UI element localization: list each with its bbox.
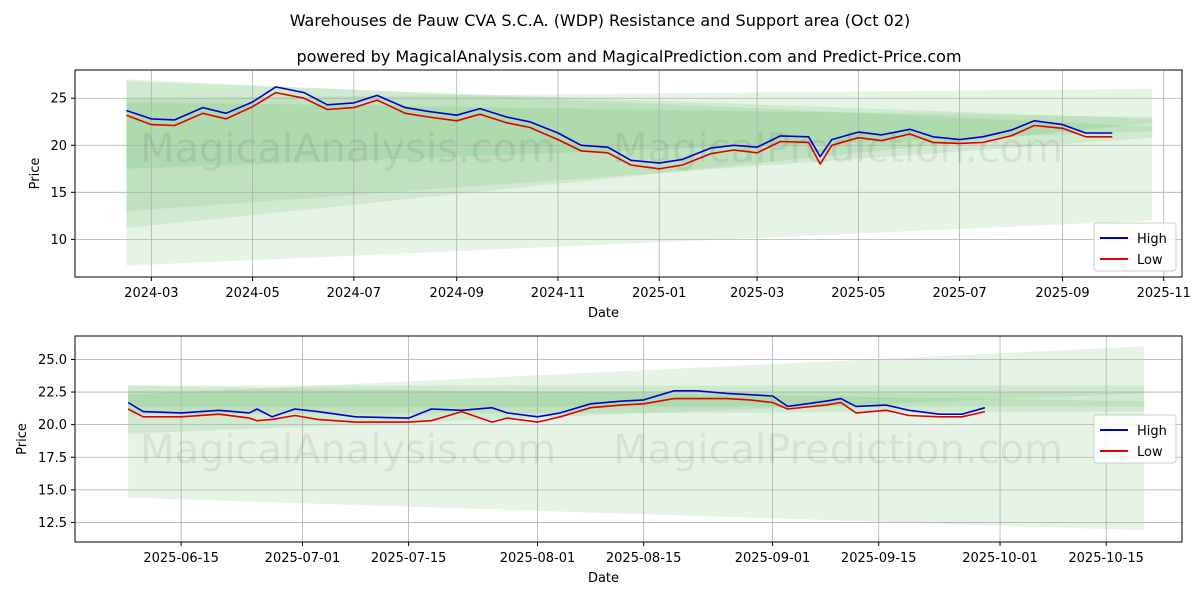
y-axis-label: Price bbox=[28, 158, 43, 190]
grid bbox=[75, 70, 1182, 277]
x-tick-label-4: 2024-11 bbox=[531, 286, 585, 301]
legend-box bbox=[1093, 414, 1177, 464]
y-tick-label-0: 10 bbox=[50, 233, 67, 248]
x-tick-label-6: 2025-03 bbox=[730, 286, 784, 301]
watermark-right: MagicalPrediction.com bbox=[613, 427, 1063, 473]
y-tick-label-1: 15.0 bbox=[38, 483, 67, 498]
x-tick-label-3: 2024-09 bbox=[430, 286, 484, 301]
legend-label-high: High bbox=[1137, 232, 1167, 247]
band-1 bbox=[126, 88, 1153, 229]
chart-subtitle: powered by MagicalAnalysis.com and Magic… bbox=[296, 47, 961, 66]
x-tick-label-1: 2024-05 bbox=[225, 286, 279, 301]
legend: High Low bbox=[1093, 414, 1177, 464]
grid bbox=[75, 336, 1182, 542]
x-tick-label-5: 2025-01 bbox=[632, 286, 686, 301]
y-tick-label-0: 12.5 bbox=[38, 516, 67, 531]
y-tick-label-2: 17.5 bbox=[38, 451, 67, 466]
series-line-low bbox=[127, 397, 986, 423]
legend: High Low bbox=[1093, 222, 1177, 272]
x-tick-label-2: 2024-07 bbox=[327, 286, 381, 301]
x-tick-label-7: 2025-10-01 bbox=[962, 551, 1038, 566]
band-2 bbox=[126, 81, 1153, 212]
chart-title: Warehouses de Pauw CVA S.C.A. (WDP) Resi… bbox=[290, 11, 910, 30]
series-group bbox=[127, 390, 986, 423]
x-tick-label-5: 2025-09-01 bbox=[735, 551, 811, 566]
x-tick-label-1: 2025-07-01 bbox=[265, 551, 341, 566]
legend-box bbox=[1093, 222, 1177, 272]
y-tick-label-2: 20 bbox=[50, 139, 67, 154]
x-axis-label: Date bbox=[588, 571, 619, 586]
x-tick-label-0: 2024-03 bbox=[124, 286, 178, 301]
legend-label-low: Low bbox=[1137, 445, 1163, 460]
band-1 bbox=[128, 346, 1145, 434]
y-tick-label-3: 20.0 bbox=[38, 418, 67, 433]
series-line-high bbox=[127, 390, 986, 419]
x-tick-label-3: 2025-08-01 bbox=[500, 551, 576, 566]
x-axis-label: Date bbox=[588, 306, 619, 321]
x-tick-label-2: 2025-07-15 bbox=[371, 551, 447, 566]
band-0 bbox=[126, 79, 1153, 266]
band-3 bbox=[128, 390, 1145, 407]
series-line-low bbox=[126, 91, 1113, 170]
y-tick-label-3: 25 bbox=[50, 92, 67, 107]
series-group bbox=[126, 86, 1113, 170]
band-3 bbox=[126, 101, 1153, 169]
x-tick-label-4: 2025-08-15 bbox=[606, 551, 682, 566]
x-tick-label-8: 2025-07 bbox=[932, 286, 986, 301]
y-tick-label-4: 22.5 bbox=[38, 386, 67, 401]
y-tick-label-5: 25.0 bbox=[38, 353, 67, 368]
series-line-high bbox=[126, 86, 1113, 164]
watermark-left: MagicalAnalysis.com bbox=[140, 427, 556, 473]
top-panel: MagicalAnalysis.com MagicalPrediction.com… bbox=[28, 69, 1191, 321]
support-resistance-bands bbox=[126, 79, 1153, 266]
axes-frame bbox=[74, 335, 1183, 543]
x-tick-label-9: 2025-09 bbox=[1035, 286, 1089, 301]
legend-label-low: Low bbox=[1137, 253, 1163, 268]
y-axis-label: Price bbox=[15, 423, 30, 455]
y-tick-label-1: 15 bbox=[50, 186, 67, 201]
x-tick-label-10: 2025-11 bbox=[1137, 286, 1191, 301]
watermark-right: MagicalPrediction.com bbox=[613, 126, 1063, 172]
axes-frame bbox=[74, 69, 1183, 278]
x-tick-label-0: 2025-06-15 bbox=[143, 551, 219, 566]
watermark-left: MagicalAnalysis.com bbox=[140, 126, 556, 172]
legend-label-high: High bbox=[1137, 424, 1167, 439]
x-tick-label-8: 2025-10-15 bbox=[1068, 551, 1144, 566]
x-tick-label-7: 2025-05 bbox=[831, 286, 885, 301]
bottom-panel: MagicalAnalysis.com MagicalPrediction.com… bbox=[15, 335, 1183, 586]
x-tick-label-6: 2025-09-15 bbox=[841, 551, 917, 566]
